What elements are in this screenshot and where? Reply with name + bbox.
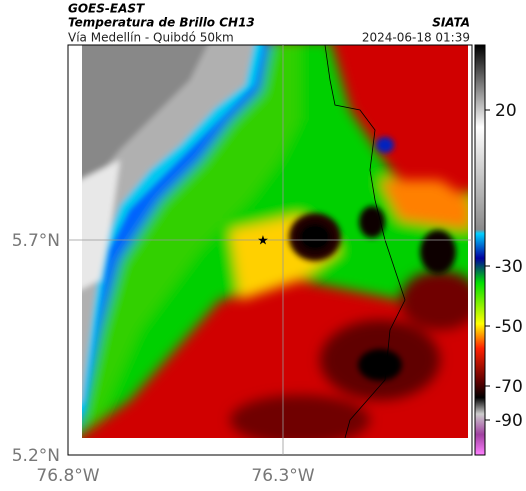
- colorbar-label: -90: [495, 411, 523, 431]
- lon-label: 76.8°W: [36, 466, 99, 486]
- colorbar-label: -70: [495, 377, 523, 397]
- colorbar: [474, 44, 486, 456]
- source: GOES-EAST: [68, 2, 145, 16]
- title: Temperatura de Brillo CH13: [68, 16, 255, 30]
- boundary-line: [324, 45, 406, 438]
- colorbar-label: -50: [495, 317, 523, 337]
- lat-label: 5.2°N: [12, 446, 60, 466]
- agency: SIATA: [432, 16, 470, 30]
- colorbar-ticks: [485, 109, 490, 421]
- lon-label: 76.3°W: [251, 466, 314, 486]
- subtitle: Vía Medellín - Quibdó 50km: [68, 31, 234, 45]
- colorbar-label: 20: [495, 101, 517, 121]
- location-star: ★: [257, 234, 269, 249]
- brightness-temperature-field: [82, 45, 468, 438]
- timestamp: 2024-06-18 01:39: [362, 31, 470, 45]
- lat-label: 5.7°N: [12, 231, 60, 251]
- colorbar-label: -30: [495, 257, 523, 277]
